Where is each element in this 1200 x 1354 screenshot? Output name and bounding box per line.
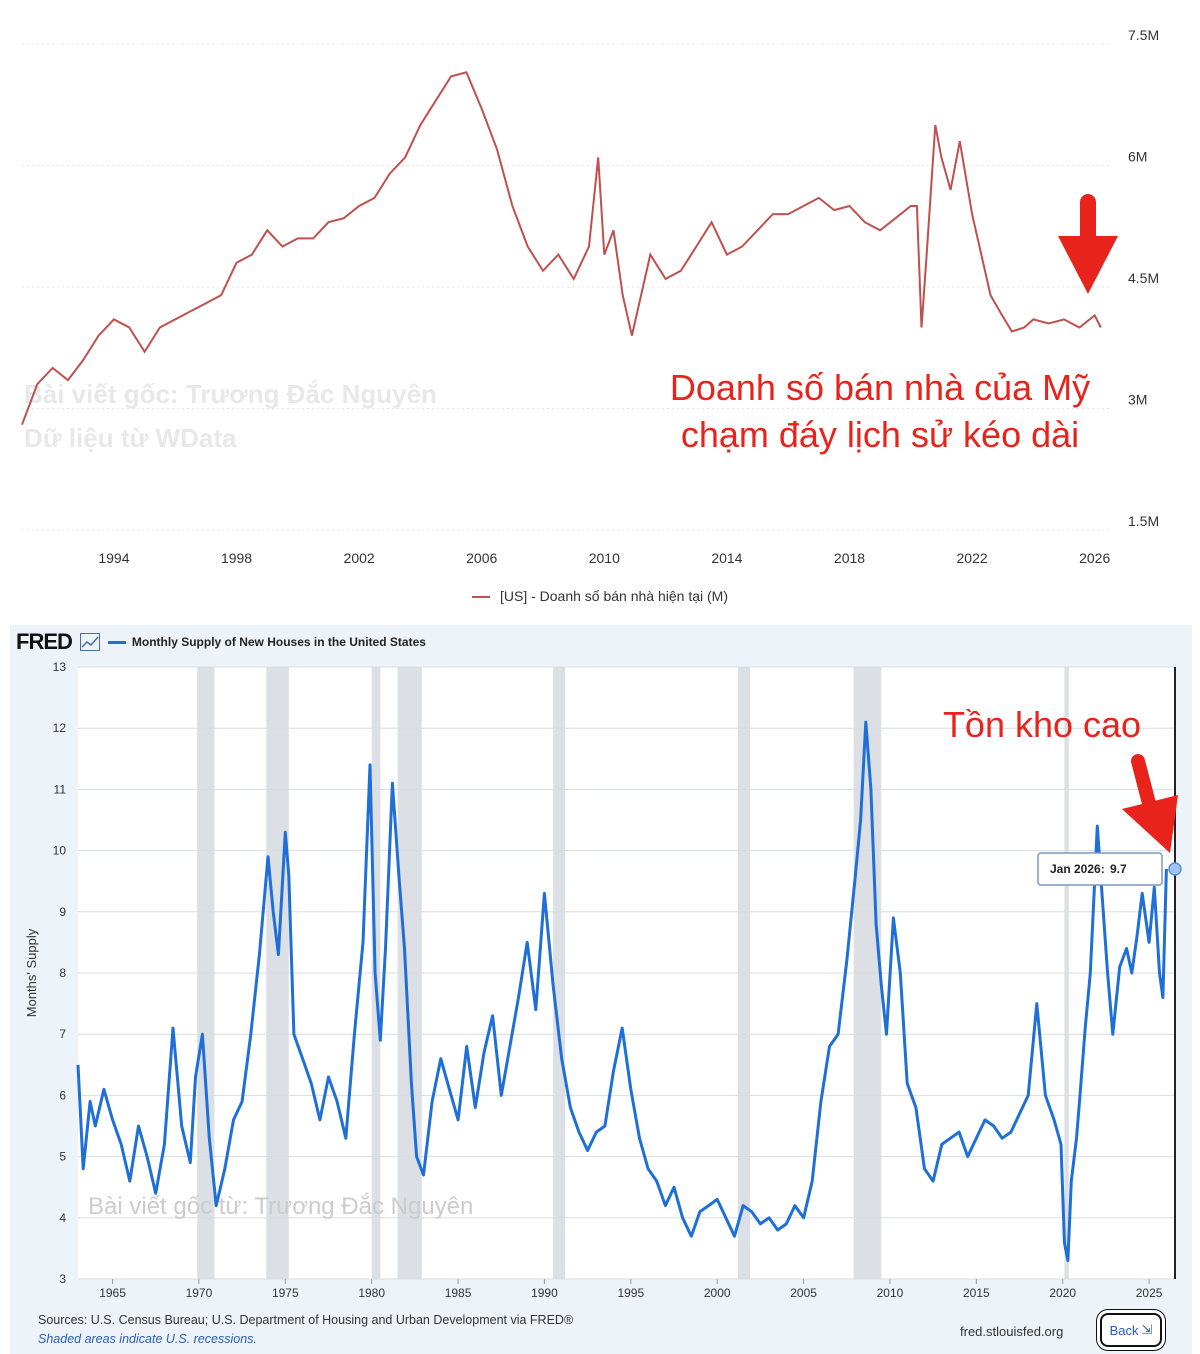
x-tick-label: 2010 bbox=[589, 550, 620, 566]
watermark-author: Bài viết gốc: Trương Đắc Nguyên bbox=[24, 379, 437, 409]
back-button[interactable]: Back ⇲ bbox=[1100, 1313, 1162, 1347]
y-tick-label: 4.5M bbox=[1128, 270, 1159, 286]
y-tick-label: 11 bbox=[54, 782, 67, 796]
chart-icon bbox=[79, 633, 100, 651]
y-tick-label: 13 bbox=[53, 660, 67, 674]
y-tick-label: 7 bbox=[59, 1027, 66, 1041]
x-tick-label: 2022 bbox=[957, 550, 988, 566]
fred-url[interactable]: fred.stlouisfed.org bbox=[960, 1324, 1064, 1339]
x-tick-label: 2010 bbox=[877, 1286, 904, 1300]
x-tick-label: 2020 bbox=[1049, 1286, 1076, 1300]
x-tick-label: 2018 bbox=[834, 550, 865, 566]
x-tick-label: 2006 bbox=[466, 550, 497, 566]
x-tick-label: 1970 bbox=[186, 1286, 213, 1300]
y-tick-label: 6 bbox=[59, 1088, 66, 1102]
x-tick-label: 1995 bbox=[617, 1286, 644, 1300]
arrow-down-right-icon bbox=[1122, 754, 1178, 853]
fred-series-title: Monthly Supply of New Houses in the Unit… bbox=[107, 635, 426, 649]
x-tick-label: 1994 bbox=[98, 550, 129, 566]
legend-label: [US] - Doanh số bán nhà hiện tại (M) bbox=[499, 588, 728, 604]
sales-annotation-line2: chạm đáy lịch sử kéo dài bbox=[681, 414, 1079, 455]
back-label: Back bbox=[1109, 1322, 1139, 1338]
y-axis-title: Months' Supply bbox=[24, 928, 39, 1017]
x-tick-label: 2005 bbox=[790, 1286, 817, 1300]
y-tick-label: 7.5M bbox=[1128, 27, 1159, 43]
x-tick-label: 1985 bbox=[445, 1286, 472, 1300]
y-tick-label: 5 bbox=[59, 1150, 66, 1164]
sales-series-line bbox=[21, 71, 1102, 426]
y-tick-label: 1.5M bbox=[1128, 513, 1159, 529]
x-tick-label: 2000 bbox=[704, 1286, 731, 1300]
tooltip: Jan 2026: 9.7 bbox=[1037, 852, 1182, 886]
sales-annotation-line1: Doanh số bán nhà của Mỹ bbox=[670, 367, 1090, 408]
sales-legend: [US] - Doanh số bán nhà hiện tại (M) bbox=[0, 588, 1200, 604]
y-tick-label: 12 bbox=[53, 721, 67, 735]
fred-header: FRED Monthly Supply of New Houses in the… bbox=[16, 629, 426, 654]
collapse-icon: ⇲ bbox=[1141, 1322, 1153, 1337]
legend-swatch bbox=[471, 596, 490, 599]
recession-note: Shaded areas indicate U.S. recessions. bbox=[38, 1332, 257, 1346]
watermark-author: Bài viết gốc từ: Trương Đắc Nguyên bbox=[88, 1193, 473, 1220]
existing-home-sales-chart: Bài viết gốc: Trương Đắc Nguyên Dữ liệu … bbox=[0, 0, 1200, 625]
x-tick-label: 2015 bbox=[963, 1286, 990, 1300]
y-tick-label: 9 bbox=[59, 905, 66, 919]
x-tick-label: 1980 bbox=[358, 1286, 385, 1300]
x-tick-label: 2014 bbox=[711, 550, 742, 566]
x-tick-label: 1965 bbox=[99, 1286, 126, 1300]
watermark-source: Dữ liệu từ WData bbox=[24, 423, 237, 453]
tooltip-label: Jan 2026: bbox=[1050, 862, 1105, 876]
x-tick-label: 1990 bbox=[531, 1286, 558, 1300]
arrow-down-icon bbox=[1058, 194, 1118, 294]
y-tick-label: 3 bbox=[59, 1272, 66, 1286]
sources-text: Sources: U.S. Census Bureau; U.S. Depart… bbox=[38, 1313, 574, 1327]
x-tick-label: 1998 bbox=[221, 550, 252, 566]
y-tick-label: 8 bbox=[59, 966, 66, 980]
x-tick-label: 2026 bbox=[1079, 550, 1110, 566]
x-tick-label: 1975 bbox=[272, 1286, 299, 1300]
y-tick-label: 6M bbox=[1128, 149, 1147, 165]
y-tick-label: 3M bbox=[1128, 392, 1147, 408]
fred-logo: FRED bbox=[16, 629, 73, 654]
supply-annotation: Tồn kho cao bbox=[943, 704, 1141, 745]
hover-marker[interactable] bbox=[1168, 862, 1182, 876]
fred-months-supply-panel: FRED Monthly Supply of New Houses in the… bbox=[10, 625, 1192, 1354]
sales-chart-svg: Bài viết gốc: Trương Đắc Nguyên Dữ liệu … bbox=[21, 27, 1159, 566]
x-tick-label: 2002 bbox=[344, 550, 375, 566]
supply-series-line bbox=[76, 720, 1168, 1263]
tooltip-value: 9.7 bbox=[1110, 862, 1127, 876]
y-tick-label: 4 bbox=[59, 1211, 66, 1225]
y-tick-label: 10 bbox=[53, 844, 67, 858]
x-tick-label: 2025 bbox=[1136, 1286, 1163, 1300]
supply-chart-svg: Bài viết gốc từ: Trương Đắc Nguyên 13 12 1… bbox=[24, 660, 1182, 1300]
